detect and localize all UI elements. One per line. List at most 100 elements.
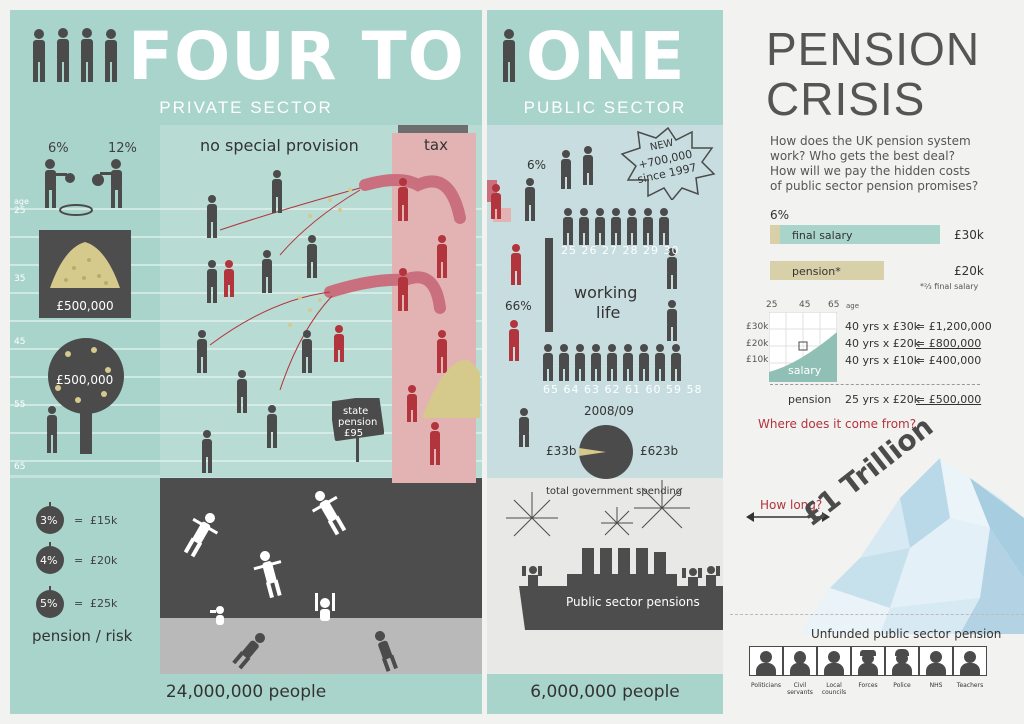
intro-line1: How does the UK pension system — [770, 134, 971, 148]
public-sector-header: PUBLIC SECTOR — [523, 98, 687, 117]
risk-pct-2: 4% — [40, 554, 58, 567]
fireworks-ship-scene — [506, 480, 723, 630]
group-label-teachers: Teachers — [956, 682, 984, 689]
title-one: ONE — [526, 18, 686, 95]
age-top-4: 28 — [622, 244, 639, 257]
group-nhs: NHS — [919, 646, 953, 689]
pension-row-rhs: = £500,000 — [916, 393, 982, 406]
pension-bar-value: £20k — [954, 264, 984, 278]
chart-age-25: 25 — [766, 300, 778, 310]
spend-caption: total government spending — [546, 486, 683, 497]
person-portrait-icon — [783, 646, 817, 676]
pension-bar — [770, 261, 884, 280]
nurse-portrait-icon — [919, 646, 953, 676]
ages-top-row: 25 26 27 28 29 30 — [561, 244, 680, 257]
ship-label: Public sector pensions — [566, 595, 700, 609]
soldier-portrait-icon — [851, 646, 885, 676]
title-four-to: FOUR TO — [128, 18, 465, 95]
group-label-politicians: Politicians — [751, 682, 781, 689]
iceberg-graphic — [800, 458, 1024, 634]
pension-row-label: pension — [788, 393, 832, 406]
group-label-forces: Forces — [858, 682, 878, 689]
private-people-count: 24,000,000 people — [165, 682, 327, 702]
person-portrait-icon — [749, 646, 783, 676]
age-25: 25 — [14, 206, 26, 216]
group-politicians: Politicians — [749, 646, 783, 689]
no-special-provision: no special provision — [200, 136, 359, 155]
tax-label: tax — [424, 136, 448, 154]
public-people-count: 6,000,000 people — [530, 682, 680, 702]
public-contrib-mid: 66% — [505, 299, 532, 313]
risk-amt-1: £15k — [90, 514, 118, 527]
final-salary-bar — [770, 225, 940, 244]
double-arrow-icon — [746, 512, 830, 522]
final-salary-label: final salary — [792, 229, 853, 242]
occupation-groups: Politicians Civil servants Local council… — [749, 646, 989, 706]
falling-people-scene — [183, 491, 398, 672]
employee-contrib: 6% — [48, 141, 69, 156]
group-police: Police — [885, 646, 919, 689]
private-sector-header: PRIVATE SECTOR — [159, 98, 333, 117]
contrib-pct: 6% — [770, 208, 790, 222]
age-55: 55 — [14, 400, 26, 410]
chart-age-45: 45 — [799, 300, 811, 310]
age-top-2: 26 — [581, 244, 598, 257]
private-workers-scene — [197, 170, 480, 473]
risk-eq-1: = — [74, 514, 84, 527]
state-pension-line3: £95 — [344, 428, 364, 439]
risk-eq-3: = — [74, 597, 84, 610]
risk-area — [10, 478, 160, 674]
employer-contrib: 12% — [108, 141, 137, 156]
final-salary-bar-segment — [770, 225, 780, 244]
age-top-6: 30 — [663, 244, 680, 257]
risk-pct-1: 3% — [40, 514, 58, 527]
age-label: age — [14, 197, 29, 206]
state-pension-line2: pension — [338, 417, 378, 428]
pension-bar-label: pension* — [792, 265, 841, 278]
where-question: Where does it come from? — [758, 417, 917, 431]
group-label-civil-servants: Civil servants — [787, 682, 813, 696]
gold-pile-icon — [50, 242, 120, 288]
how-long-label: How long? — [760, 498, 823, 512]
age-bottom-8: 58 — [686, 383, 703, 396]
spending-pie-chart — [578, 425, 633, 479]
seabed — [160, 618, 482, 674]
teacher-portrait-icon — [953, 646, 987, 676]
chart-age-label: age — [846, 302, 860, 310]
private-footer — [10, 674, 482, 714]
chart-y-20k: £20k — [746, 339, 769, 349]
age-bottom-3: 63 — [584, 383, 600, 396]
sea-line — [730, 614, 1024, 616]
group-civil-servants: Civil servants — [783, 646, 817, 696]
age-65: 65 — [14, 462, 26, 472]
police-portrait-icon — [885, 646, 919, 676]
pot-value-2: £500,000 — [56, 373, 114, 387]
calc-rhs-1: = £1,200,000 — [916, 320, 992, 333]
age-bottom-4: 62 — [604, 383, 621, 396]
risk-amt-3: £25k — [90, 597, 118, 610]
chart-age-65: 65 — [828, 300, 840, 310]
age-top-5: 29 — [643, 244, 659, 257]
pot-value-1: £500,000 — [56, 299, 114, 313]
intro-line3: How will we pay the hidden costs — [770, 164, 971, 178]
calc-rhs-2: = £800,000 — [916, 337, 982, 350]
spending-year: 2008/09 — [584, 404, 634, 418]
chart-y-30k: £30k — [746, 322, 769, 332]
final-salary-value: £30k — [954, 228, 984, 242]
state-pension-sign-board — [332, 398, 384, 462]
calc-lhs-2: 40 yrs x £20k — [845, 337, 921, 350]
pension-footnote: *²⁄₃ final salary — [920, 282, 979, 291]
crisis-title-line1: PENSION — [766, 23, 981, 75]
age-top-3: 27 — [602, 244, 618, 257]
calc-lhs-1: 40 yrs x £30k — [845, 320, 921, 333]
group-teachers: Teachers — [953, 646, 987, 689]
spend-total: £623b — [640, 444, 679, 458]
chart-y-10k: £10k — [746, 355, 769, 365]
group-label-nhs: NHS — [929, 682, 943, 689]
risk-pct-3: 5% — [40, 597, 58, 610]
salary-curve-chart — [769, 312, 837, 382]
intro-line2: work? Who gets the best deal? — [770, 149, 955, 163]
one-person-icon — [503, 29, 515, 82]
public-footer — [487, 674, 723, 714]
